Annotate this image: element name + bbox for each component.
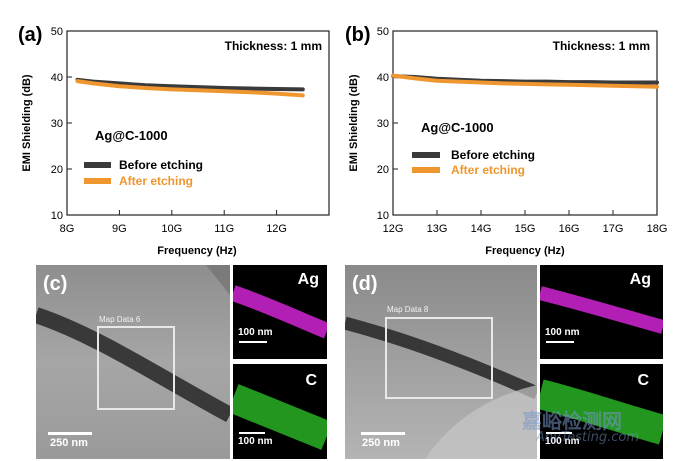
annotation-thickness-a: Thickness: 1 mm [225, 39, 322, 53]
scale-label-c: 250 nm [50, 437, 88, 449]
watermark-en: AnyTesting.com [536, 430, 640, 445]
map-c-ag-label: Ag [297, 271, 319, 288]
series-line-a-1 [75, 79, 305, 98]
y-tick-label-b-1: 20 [377, 164, 389, 176]
map-c-c-scale-bar [239, 432, 265, 434]
y-tick-label-b-3: 40 [377, 72, 389, 84]
x-tick-label-a-4: 12G [266, 223, 287, 235]
map-d-c-signal [540, 379, 663, 445]
map-d-c: C 100 nm [540, 364, 663, 459]
x-axis-label-b: Frequency (Hz) [485, 245, 565, 257]
y-tick-label-a-1: 20 [51, 164, 63, 176]
map-region-label-d: Map Data 8 [387, 305, 429, 314]
y-tick-label-a-0: 10 [51, 210, 63, 222]
map-region-label-c: Map Data 6 [99, 315, 141, 324]
series-line-b-1 [391, 73, 659, 89]
x-tick-label-b-5: 17G [603, 223, 624, 235]
scale-label-d: 250 nm [362, 437, 400, 449]
micrograph-c-fiber [36, 265, 230, 423]
annotation-thickness-b: Thickness: 1 mm [553, 39, 650, 53]
map-d-ag-scale: 100 nm [545, 327, 580, 338]
x-axis-label-a: Frequency (Hz) [157, 245, 237, 257]
x-tick-label-a-1: 9G [112, 223, 127, 235]
panel-label-d: (d) [352, 273, 378, 295]
legend-after-b: After etching [451, 163, 525, 177]
map-d-c-label: C [637, 372, 649, 389]
map-d-c-scale-bar [546, 432, 572, 434]
y-tick-label-b-4: 50 [377, 26, 389, 38]
map-c-c: C 100 nm [233, 364, 327, 459]
x-tick-label-a-0: 8G [60, 223, 75, 235]
map-c-ag-signal [233, 285, 327, 339]
map-d-c-scale: 100 nm [545, 436, 580, 447]
watermark-cn: 嘉峪检测网 [522, 409, 622, 433]
series-line-a-0 [75, 77, 305, 92]
scale-bar-c [48, 432, 92, 435]
map-d-ag: Ag 100 nm [540, 265, 663, 359]
chart-a: (a) Thickness: 1 mm Ag@C-1000 Before etc… [18, 24, 330, 257]
map-c-c-signal [233, 384, 327, 450]
y-tick-label-a-4: 50 [51, 26, 63, 38]
micrograph-d: Map Data 8 (d) 250 nm [345, 265, 537, 459]
x-tick-label-a-2: 10G [161, 223, 182, 235]
y-tick-label-a-2: 30 [51, 118, 63, 130]
chart-b: (b) Thickness: 1 mm Ag@C-1000 Before etc… [345, 24, 667, 257]
map-c-ag-scale-bar [239, 341, 267, 343]
annotation-sample-b: Ag@C-1000 [421, 120, 494, 135]
panel-label-b: (b) [345, 24, 371, 46]
x-tick-label-b-0: 12G [383, 223, 404, 235]
map-c-c-label: C [305, 372, 317, 389]
map-c-ag-scale: 100 nm [238, 327, 273, 338]
x-tick-label-b-6: 18G [647, 223, 668, 235]
map-region-box-d [385, 317, 493, 399]
panel-label-a: (a) [18, 24, 42, 46]
x-tick-label-b-4: 16G [559, 223, 580, 235]
map-d-ag-signal [540, 286, 663, 334]
y-tick-label-b-0: 10 [377, 210, 389, 222]
map-c-ag: Ag 100 nm [233, 265, 327, 359]
panel-label-c: (c) [43, 273, 68, 295]
y-tick-label-b-2: 30 [377, 118, 389, 130]
x-tick-label-a-3: 11G [214, 223, 234, 235]
y-axis-label-b: EMI Shielding (dB) [348, 74, 360, 171]
annotation-sample-a: Ag@C-1000 [95, 128, 168, 143]
y-tick-label-a-3: 40 [51, 72, 63, 84]
x-tick-label-b-3: 15G [515, 223, 536, 235]
map-region-box-c [97, 326, 175, 410]
map-c-c-scale: 100 nm [238, 436, 273, 447]
legend-after-a: After etching [119, 174, 193, 188]
x-tick-label-b-1: 13G [427, 223, 448, 235]
micrograph-c: Map Data 6 (c) 250 nm [36, 265, 230, 459]
map-d-ag-scale-bar [546, 341, 574, 343]
x-tick-label-b-2: 14G [471, 223, 492, 235]
micrograph-d-fiber [345, 316, 537, 459]
plot-frame-a [66, 30, 330, 216]
legend-before-b: Before etching [451, 148, 535, 162]
y-axis-label-a: EMI Shielding (dB) [21, 74, 33, 171]
scale-bar-d [361, 432, 405, 435]
map-d-ag-label: Ag [629, 271, 651, 288]
legend-before-a: Before etching [119, 158, 203, 172]
